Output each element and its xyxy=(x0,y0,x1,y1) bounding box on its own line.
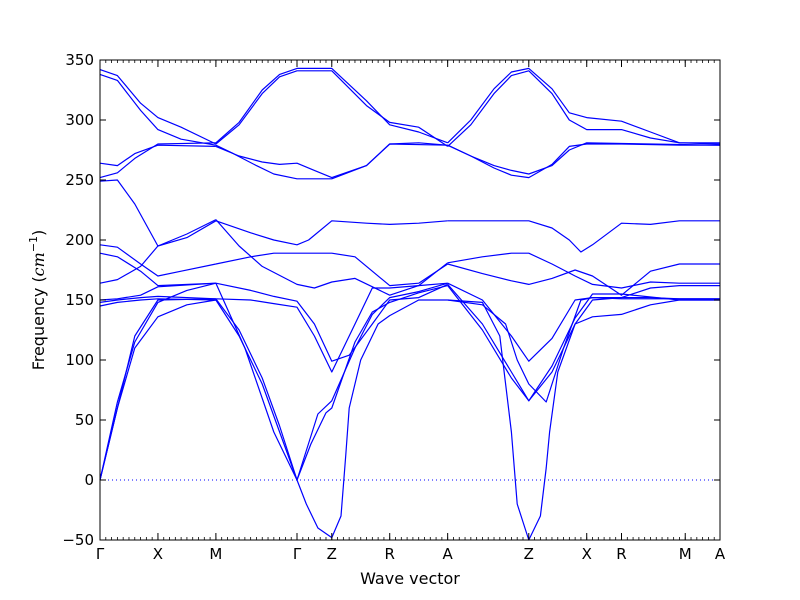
x-tick-label: X xyxy=(582,545,592,563)
y-tick-label: 300 xyxy=(65,111,94,129)
x-tick-label: Γ xyxy=(293,545,302,563)
band-line-27 xyxy=(447,143,720,179)
y-tick-label: 350 xyxy=(65,51,94,69)
band-line-37 xyxy=(447,299,720,541)
y-axis-label-unit: cm xyxy=(29,252,48,276)
series-group xyxy=(99,67,721,541)
band-line-31 xyxy=(447,220,720,253)
band-line-33 xyxy=(447,263,720,296)
x-tick-label: X xyxy=(153,545,163,563)
x-tick-label: R xyxy=(385,545,395,563)
band-line-25 xyxy=(215,285,448,481)
band-line-26 xyxy=(215,282,448,539)
band-line-10 xyxy=(99,295,216,303)
band-line-9 xyxy=(99,282,216,301)
band-line-34 xyxy=(447,282,720,362)
band-line-23 xyxy=(215,262,449,373)
band-line-29 xyxy=(447,67,721,145)
band-line-36 xyxy=(447,285,720,402)
x-tick-label: Z xyxy=(524,545,534,563)
y-tick-label: 200 xyxy=(65,231,94,249)
band-line-1 xyxy=(99,73,217,146)
x-tick-label: Γ xyxy=(96,545,105,563)
band-line-30 xyxy=(447,142,721,175)
x-tick-label: Z xyxy=(327,545,337,563)
y-tick-label: 0 xyxy=(84,471,94,489)
x-tick-label: A xyxy=(443,545,454,563)
x-tick-label: M xyxy=(209,545,222,563)
y-axis-label-suffix: ) xyxy=(29,230,48,236)
band-line-16 xyxy=(215,70,449,147)
band-line-19 xyxy=(215,220,448,246)
y-tick-label: −50 xyxy=(62,531,94,549)
band-line-21 xyxy=(215,252,449,287)
band-line-13 xyxy=(99,282,217,481)
band-line-2 xyxy=(99,69,217,145)
band-line-20 xyxy=(215,219,448,296)
band-line-32 xyxy=(447,252,720,289)
tick-labels-group: −50 0 50 100 150 200 250 300 350 Γ X M Γ Z R A Z X R M A xyxy=(62,51,726,563)
band-line-6 xyxy=(99,244,217,277)
band-line-38 xyxy=(447,297,720,403)
band-line-3 xyxy=(99,144,216,167)
band-line-15 xyxy=(215,142,448,180)
y-axis-label-exponent: −1 xyxy=(27,236,40,252)
y-tick-label: 250 xyxy=(65,171,94,189)
plot-frame xyxy=(99,59,721,541)
band-line-17 xyxy=(215,67,448,144)
y-tick-label: 150 xyxy=(65,291,94,309)
x-tick-label: R xyxy=(616,545,626,563)
band-line-24 xyxy=(215,282,448,481)
band-line-7 xyxy=(99,252,216,287)
y-axis-label: Frequency (cm−1) xyxy=(27,230,48,371)
y-axis-label-prefix: Frequency ( xyxy=(29,276,48,370)
x-axis-label: Wave vector xyxy=(360,569,460,588)
band-line-14 xyxy=(99,298,216,481)
band-line-8 xyxy=(99,219,217,284)
band-line-5 xyxy=(99,179,217,247)
band-line-4 xyxy=(99,142,216,179)
y-tick-label: 50 xyxy=(75,411,94,429)
band-line-28 xyxy=(447,70,720,147)
x-tick-label: A xyxy=(715,545,726,563)
y-tick-label: 100 xyxy=(65,351,94,369)
x-tick-label: M xyxy=(679,545,692,563)
band-line-18 xyxy=(215,143,448,179)
